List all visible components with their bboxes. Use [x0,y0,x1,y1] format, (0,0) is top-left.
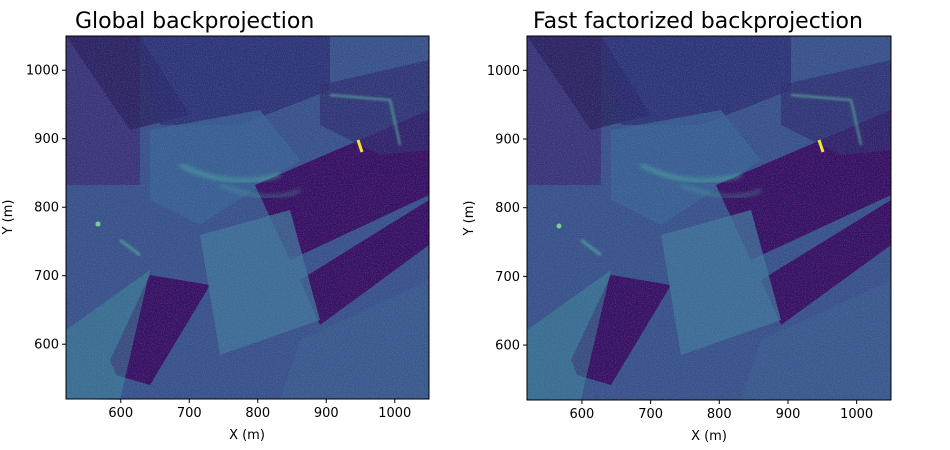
y-tick-label: 800 [34,201,59,216]
x-tick-label: 600 [570,407,595,422]
x-tick-label: 600 [108,406,133,421]
y-axis-label: Y (m) [462,201,477,237]
x-tick-label: 800 [707,407,732,422]
y-tick-label: 600 [495,339,520,354]
chart-title: Fast factorized backprojection [533,9,863,34]
y-tick-label: 600 [34,338,59,353]
axes-frame [526,35,892,401]
x-axis-label: X (m) [229,428,265,443]
axes-frame [65,35,430,400]
y-tick-label: 800 [495,201,520,216]
chart-panel-fast-factorized: Fast factorized backprojection 600 700 800… [462,9,892,444]
x-axis-label: X (m) [691,429,727,444]
y-axis-label: Y (m) [1,200,16,236]
y-tick-label: 900 [34,132,59,147]
sar-image [527,36,891,400]
x-axis: 600 700 800 900 1000 [108,399,411,421]
x-tick-label: 1000 [378,406,411,421]
y-tick-label: 1000 [26,64,59,79]
y-tick-label: 700 [495,270,520,285]
y-axis: 600 700 800 900 1000 [487,64,527,354]
y-tick-label: 900 [495,133,520,148]
y-axis: 600 700 800 900 1000 [26,64,66,353]
sar-image [66,36,429,400]
y-tick-label: 700 [34,269,59,284]
x-tick-label: 900 [314,406,339,421]
x-axis: 600 700 800 900 1000 [570,400,873,422]
chart-title: Global backprojection [75,9,314,34]
x-tick-label: 800 [245,406,270,421]
x-tick-label: 700 [638,407,663,422]
y-tick-label: 1000 [487,64,520,79]
x-tick-label: 900 [776,407,801,422]
x-tick-label: 700 [177,406,202,421]
x-tick-label: 1000 [840,407,873,422]
chart-panel-global: Global backprojection 600 700 800 900 1000 6… [1,9,430,443]
